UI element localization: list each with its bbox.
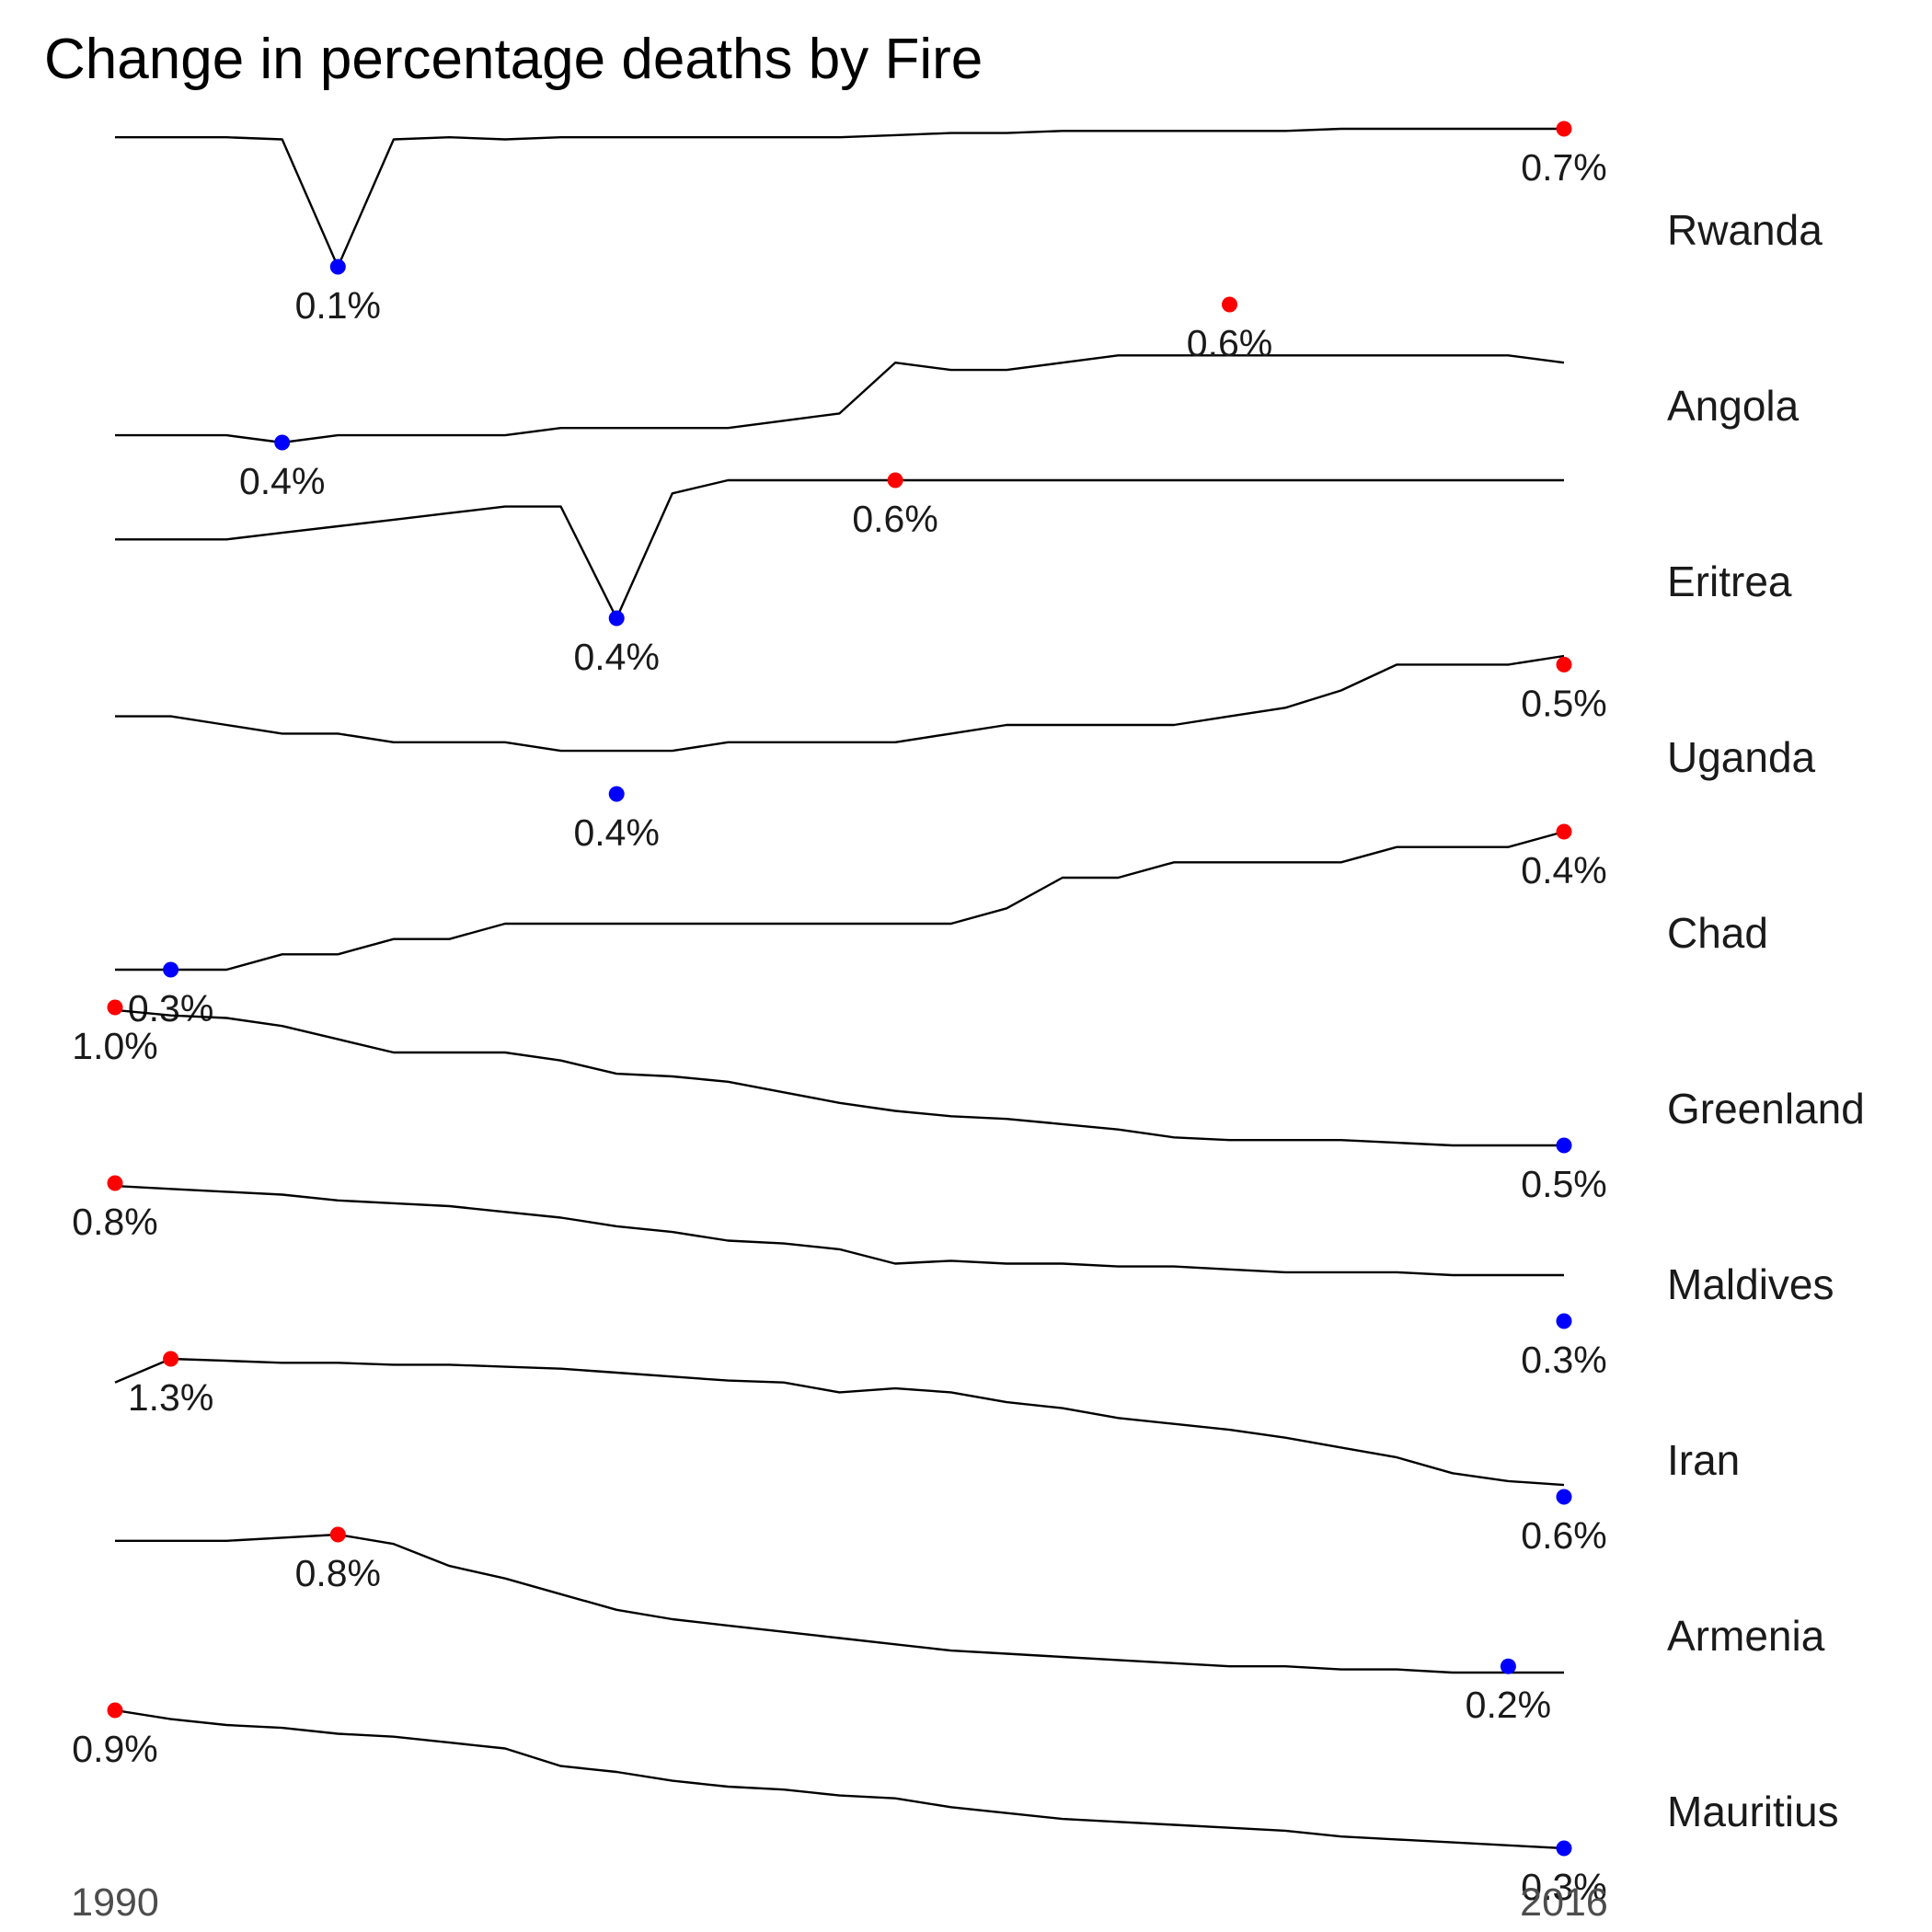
max-value-label-angola: 0.6% (1187, 322, 1272, 364)
max-value-label-uganda: 0.5% (1521, 682, 1606, 724)
max-value-label-maldives: 0.8% (72, 1201, 157, 1243)
sparkline-armenia: 0.2% 0.8% Armenia (115, 1526, 1825, 1726)
series-line-uganda (115, 654, 1565, 753)
max-value-label-rwanda: 0.7% (1521, 146, 1606, 189)
min-value-label-chad: 0.3% (128, 987, 213, 1029)
x-tick-end: 2016 (1520, 1880, 1608, 1925)
min-point-iran (1556, 1489, 1572, 1505)
chart-title: Change in percentage deaths by Fire (44, 28, 983, 91)
sparkline-angola: 0.4% 0.6% Angola (115, 296, 1800, 502)
series-label-iran: Iran (1667, 1436, 1740, 1484)
max-point-uganda (1556, 656, 1572, 673)
sparkline-uganda: 0.4% 0.5% Uganda (115, 654, 1816, 854)
min-point-maldives (1556, 1313, 1572, 1329)
min-value-label-uganda: 0.4% (573, 811, 659, 854)
series-label-angola: Angola (1667, 382, 1800, 430)
min-value-label-mauritius: 0.3% (1521, 1866, 1606, 1908)
sparkline-chad: 0.3% 0.4% Chad (115, 823, 1768, 1029)
min-point-greenland (1556, 1137, 1572, 1154)
series-label-eritrea: Eritrea (1667, 558, 1792, 605)
min-value-label-armenia: 0.2% (1466, 1684, 1551, 1726)
sparkline-rwanda: 0.1% 0.7% Rwanda (115, 121, 1823, 327)
x-tick-start: 1990 (71, 1880, 159, 1925)
series-line-iran (114, 1357, 1565, 1487)
min-value-label-greenland: 0.5% (1521, 1163, 1606, 1205)
sparkline-eritrea: 0.4% 0.6% Eritrea (115, 472, 1792, 678)
max-point-maldives (107, 1175, 123, 1191)
series-label-uganda: Uganda (1667, 733, 1816, 781)
max-value-label-iran: 1.3% (128, 1376, 213, 1419)
min-value-label-maldives: 0.3% (1521, 1339, 1606, 1381)
max-point-chad (1556, 823, 1572, 840)
series-line-chad (115, 830, 1565, 972)
series-label-greenland: Greenland (1667, 1085, 1865, 1133)
series-label-chad: Chad (1667, 909, 1768, 957)
min-value-label-iran: 0.6% (1521, 1514, 1606, 1557)
max-point-angola (1222, 296, 1237, 313)
series-line-eritrea (115, 478, 1564, 620)
max-point-eritrea (887, 472, 903, 489)
series-label-rwanda: Rwanda (1667, 206, 1823, 254)
min-point-uganda (608, 786, 625, 802)
min-point-chad (163, 961, 179, 978)
sparkline-maldives: 0.3% 0.8% Maldives (72, 1175, 1834, 1381)
min-point-mauritius (1556, 1840, 1572, 1857)
min-point-angola (274, 434, 291, 451)
sparkline-panels: 0.1% 0.7% Rwanda 0.4% 0.6% Angola 0.4% 0.6% Erit… (72, 121, 1865, 1908)
max-value-label-eritrea: 0.6% (852, 498, 937, 540)
series-line-rwanda (115, 127, 1564, 269)
max-point-greenland (107, 999, 123, 1016)
series-line-mauritius (114, 1708, 1565, 1850)
series-label-mauritius: Mauritius (1667, 1788, 1839, 1835)
sparkline-mauritius: 0.3% 0.9% Mauritius (72, 1702, 1839, 1908)
max-value-label-mauritius: 0.9% (72, 1728, 157, 1770)
series-line-angola (115, 354, 1565, 444)
max-point-mauritius (107, 1702, 123, 1719)
sparkline-greenland: 0.5% 1.0% Greenland (72, 999, 1865, 1205)
min-point-rwanda (329, 259, 346, 275)
series-label-maldives: Maldives (1667, 1260, 1834, 1308)
min-value-label-rwanda: 0.1% (295, 284, 381, 327)
max-value-label-chad: 0.4% (1521, 849, 1606, 891)
max-value-label-greenland: 1.0% (72, 1025, 157, 1067)
min-point-eritrea (608, 610, 625, 627)
min-point-armenia (1500, 1658, 1516, 1674)
series-line-armenia (115, 1533, 1564, 1674)
sparkline-iran: 0.6% 1.3% Iran (114, 1351, 1740, 1557)
min-value-label-angola: 0.4% (239, 460, 325, 502)
series-line-maldives (114, 1184, 1564, 1277)
min-value-label-eritrea: 0.4% (573, 636, 659, 678)
max-point-armenia (329, 1526, 346, 1543)
max-point-iran (163, 1351, 179, 1367)
max-value-label-armenia: 0.8% (295, 1552, 381, 1594)
series-label-armenia: Armenia (1667, 1612, 1825, 1660)
series-line-greenland (114, 1008, 1564, 1147)
max-point-rwanda (1556, 121, 1572, 137)
